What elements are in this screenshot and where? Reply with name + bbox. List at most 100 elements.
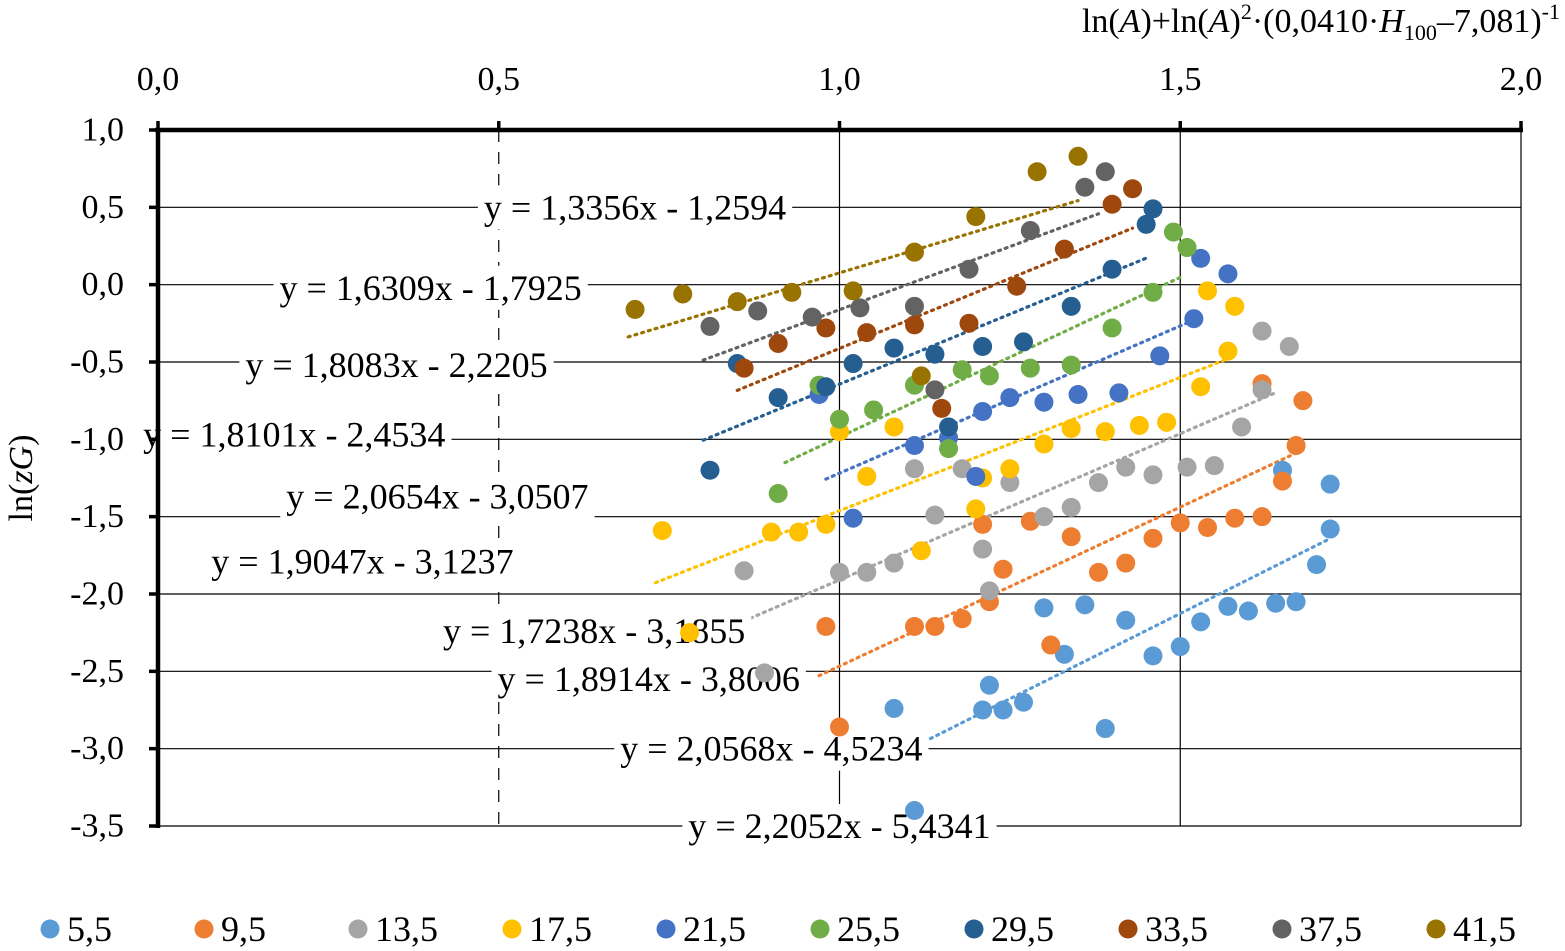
data-point — [816, 514, 836, 534]
data-point — [1266, 593, 1286, 613]
legend-label: 25,5 — [837, 909, 900, 949]
legend-marker — [964, 919, 984, 939]
data-point — [966, 499, 986, 519]
data-point — [1286, 436, 1306, 456]
equation-label-group: y = 1,8914x - 3,8006 — [491, 657, 806, 702]
data-point — [925, 344, 945, 364]
data-point — [979, 366, 999, 386]
equation-label: y = 1,3356x - 1,2594 — [484, 187, 786, 227]
data-point — [1272, 471, 1292, 491]
data-point — [904, 242, 924, 262]
data-point — [1177, 457, 1197, 477]
data-point — [1020, 221, 1040, 241]
data-point — [884, 417, 904, 437]
equation-label-bg — [239, 343, 554, 388]
equation-label: y = 2,0654x - 3,0507 — [286, 477, 588, 517]
x-tick-label: 0,0 — [137, 61, 180, 98]
data-point — [727, 292, 747, 312]
equation-label-group: y = 1,6309x - 1,7925 — [273, 265, 588, 310]
legend-label: 13,5 — [375, 909, 438, 949]
data-point — [1075, 595, 1095, 615]
data-point — [1320, 474, 1340, 494]
data-point — [1170, 637, 1190, 657]
data-point — [734, 358, 754, 378]
equation-label-bg — [280, 474, 595, 519]
data-point — [959, 259, 979, 279]
data-point — [816, 318, 836, 338]
data-point — [1252, 507, 1272, 527]
data-point — [1102, 194, 1122, 214]
data-point — [1116, 553, 1136, 573]
data-point — [843, 281, 863, 301]
legend-marker — [656, 919, 676, 939]
data-point — [1293, 391, 1313, 411]
trendline — [817, 448, 1305, 678]
y-tick-label: 0,0 — [82, 266, 125, 303]
data-point — [1068, 146, 1088, 166]
trendline — [701, 212, 1101, 362]
data-point — [1095, 162, 1115, 182]
equation-label-bg — [205, 539, 520, 584]
data-point — [1034, 598, 1054, 618]
equation-label-group: y = 2,0654x - 3,0507 — [280, 474, 595, 519]
data-point — [1027, 162, 1047, 182]
legend-marker — [810, 919, 830, 939]
data-point — [1075, 177, 1095, 197]
data-points — [625, 146, 1340, 821]
trendline — [653, 357, 1230, 585]
legend-label: 37,5 — [1299, 909, 1362, 949]
equation-label-bg — [614, 726, 929, 771]
trendline — [742, 391, 1278, 623]
data-point — [973, 539, 993, 559]
legend-label: 17,5 — [529, 909, 592, 949]
data-point — [1116, 610, 1136, 630]
y-tick-label: -0,5 — [70, 344, 124, 381]
data-point — [939, 417, 959, 437]
data-point — [1198, 281, 1218, 301]
x-tick-label: 1,5 — [1159, 61, 1202, 98]
trendline — [878, 536, 1332, 766]
data-point — [1000, 388, 1020, 408]
data-point — [1034, 507, 1054, 527]
data-point — [857, 562, 877, 582]
data-point — [1109, 383, 1129, 403]
equation-label-group: y = 2,2052x - 5,4341 — [682, 804, 997, 848]
legend-label: 21,5 — [683, 909, 746, 949]
data-point — [904, 616, 924, 636]
data-point — [1014, 332, 1034, 352]
data-point — [1238, 601, 1258, 621]
equation-label-group: y = 1,8083x - 2,2205 — [239, 343, 554, 388]
data-point — [1307, 555, 1327, 575]
data-point — [1252, 321, 1272, 341]
legend-label: 9,5 — [221, 909, 266, 949]
legend: 5,5 9,5 13,5 17,5 21,5 25,5 29,5 33,5 37,5 41,5 — [40, 909, 1516, 949]
data-point — [925, 616, 945, 636]
y-tick-label: -1,5 — [70, 498, 124, 535]
equation-label: y = 1,7238x - 3,1855 — [443, 611, 745, 651]
equation-label-group: y = 1,9047x - 3,1237 — [205, 539, 520, 584]
data-point — [1095, 422, 1115, 442]
x-axis-title: ln(A)+ln(A)2·(0,0410·H100–7,081)-1 — [1082, 0, 1560, 45]
equation-labels: y = 2,2052x - 5,4341 y = 2,0568x - 4,5234… — [137, 185, 997, 848]
y-axis-title: ln(zG) — [3, 435, 40, 522]
data-point — [884, 698, 904, 718]
data-point — [993, 559, 1013, 579]
data-point — [1061, 296, 1081, 316]
y-tick-label: -3,5 — [70, 808, 124, 845]
data-point — [1068, 384, 1088, 404]
equation-label-bg — [682, 804, 997, 848]
equation-label: y = 1,8083x - 2,2205 — [245, 345, 547, 385]
x-tick-label: 2,0 — [1500, 61, 1543, 98]
legend-label: 29,5 — [991, 909, 1054, 949]
equation-label-bg — [477, 185, 793, 230]
data-point — [1232, 417, 1252, 437]
data-point — [768, 333, 788, 353]
data-point — [857, 323, 877, 343]
trendline — [626, 198, 1080, 339]
data-point — [884, 553, 904, 573]
y-tick-label: -1,0 — [70, 421, 124, 458]
y-tick-label: 0,5 — [82, 189, 125, 226]
data-point — [911, 366, 931, 386]
legend-marker — [502, 919, 522, 939]
data-point — [1143, 282, 1163, 302]
